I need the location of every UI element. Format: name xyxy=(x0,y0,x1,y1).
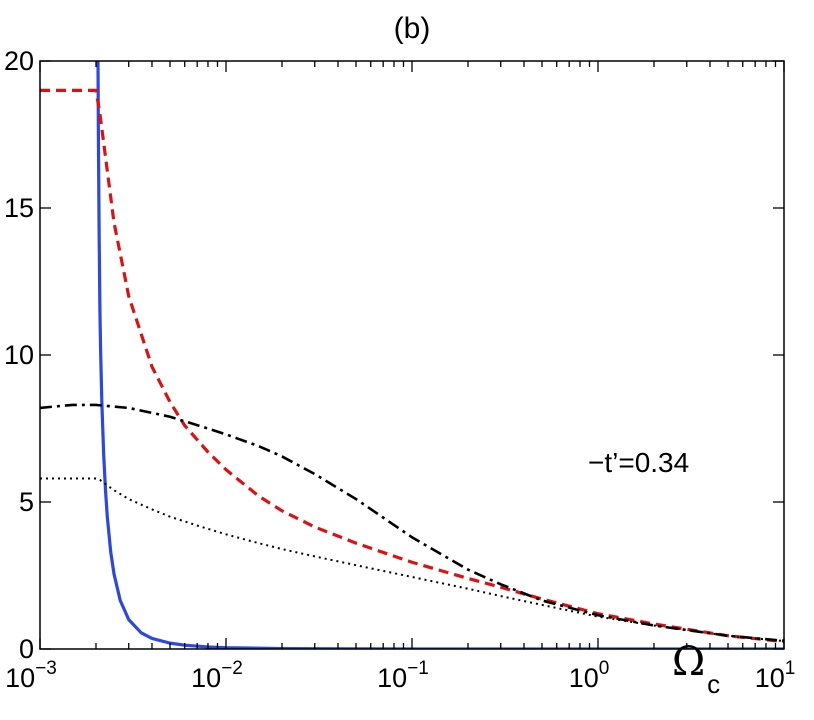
x-tick-label: 10−2 xyxy=(191,658,243,693)
y-tick-label: 20 xyxy=(4,46,34,76)
series-line-dotted xyxy=(40,477,784,643)
x-axis-label-subscript: c xyxy=(707,669,720,699)
x-tick-label: 10−3 xyxy=(5,658,57,693)
x-tick-label: 101 xyxy=(755,658,796,693)
x-axis-label: Ωc xyxy=(672,639,720,699)
series-line-dashed xyxy=(40,88,784,644)
x-axis-label-main: Ω xyxy=(672,639,705,685)
series-layer xyxy=(40,61,784,649)
x-tick-label: 10−1 xyxy=(377,658,429,693)
ticks-layer: 10−3 10−2 10−1 100 101 0 5 10 15 20 xyxy=(4,46,795,693)
y-tick-label: 5 xyxy=(19,487,34,517)
series-line-dashdot xyxy=(40,403,784,643)
annotation-label: −t’=0.34 xyxy=(588,447,689,478)
series-line-solid xyxy=(96,61,784,649)
y-tick-label: 15 xyxy=(4,193,34,223)
y-tick-label: 10 xyxy=(4,340,34,370)
x-tick-label: 100 xyxy=(569,658,610,693)
chart-title: (b) xyxy=(394,12,431,45)
y-tick-label: 0 xyxy=(19,634,34,664)
